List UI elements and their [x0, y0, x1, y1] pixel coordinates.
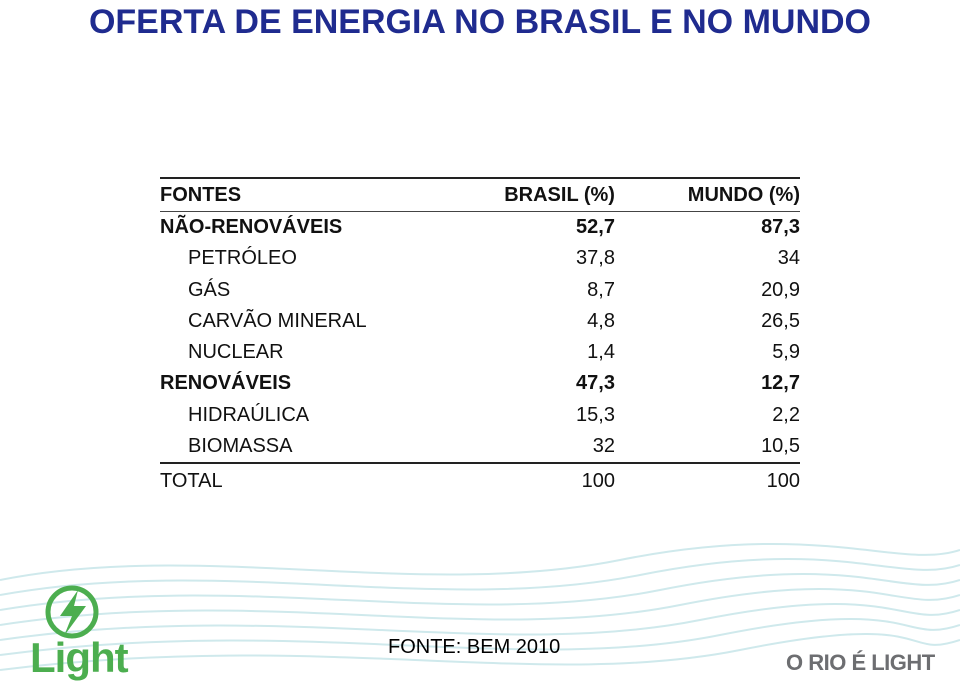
cell: 12,7 [761, 372, 800, 395]
source-note: FONTE: BEM 2010 [388, 636, 561, 658]
cell: 4,8 [587, 309, 615, 332]
cell: PETRÓLEO [188, 247, 297, 270]
cell: HIDRAÚLICA [188, 403, 310, 426]
cell: 34 [777, 247, 800, 270]
cell: 26,5 [761, 309, 800, 332]
slogan: O RIO É LIGHT [786, 650, 935, 675]
total-row: TOTAL 100 100 [160, 462, 800, 498]
cell: 15,3 [576, 403, 615, 426]
row: BIOMASSA 32 10,5 [160, 431, 800, 463]
column-header: MUNDO (%) [614, 177, 800, 212]
row: NUCLEAR 1,4 5,9 [160, 337, 800, 368]
cell: GÁS [188, 278, 231, 301]
cell: 8,7 [587, 278, 615, 301]
cell: 32 [592, 434, 615, 457]
row: NÃO-RENOVÁVEIS 52,7 87,3 [160, 212, 800, 244]
logo-ring [45, 585, 99, 639]
cell: CARVÃO MINERAL [188, 309, 367, 332]
title: OFERTA DE ENERGIA NO BRASIL E NO MUNDO [88, 3, 872, 41]
cell: 10,5 [761, 434, 800, 457]
cell: 87,3 [761, 216, 800, 239]
column-header: FONTES [160, 177, 493, 212]
background-waves [0, 542, 960, 671]
energy-table: FONTES BRASIL (%) MUNDO (%) NÃO-RENOVÁVE… [160, 177, 800, 498]
cell: NUCLEAR [188, 341, 284, 364]
cell: BIOMASSA [188, 434, 293, 457]
row: PETRÓLEO 37,8 34 [160, 243, 800, 274]
row: RENOVÁVEIS 47,3 12,7 [160, 368, 800, 399]
cell: 1,4 [587, 341, 615, 364]
cell: 47,3 [576, 372, 615, 395]
logo-bolt [60, 590, 86, 636]
cell: 37,8 [576, 247, 615, 270]
row: GÁS 8,7 20,9 [160, 275, 800, 306]
header-row: FONTES BRASIL (%) MUNDO (%) [160, 177, 800, 212]
cell: 5,9 [772, 341, 800, 364]
cell: 100 [492, 462, 615, 498]
cell: 20,9 [761, 278, 800, 301]
cell: RENOVÁVEIS [160, 372, 292, 395]
cell: NÃO-RENOVÁVEIS [160, 216, 343, 239]
cell: 2,2 [772, 403, 800, 426]
logo-text: Light [30, 634, 129, 681]
row: CARVÃO MINERAL 4,8 26,5 [160, 306, 800, 337]
row: HIDRAÚLICA 15,3 2,2 [160, 400, 800, 431]
cell: 52,7 [576, 216, 615, 239]
cell: TOTAL [160, 462, 493, 498]
column-header: BRASIL (%) [492, 177, 615, 212]
cell: 100 [614, 462, 800, 498]
